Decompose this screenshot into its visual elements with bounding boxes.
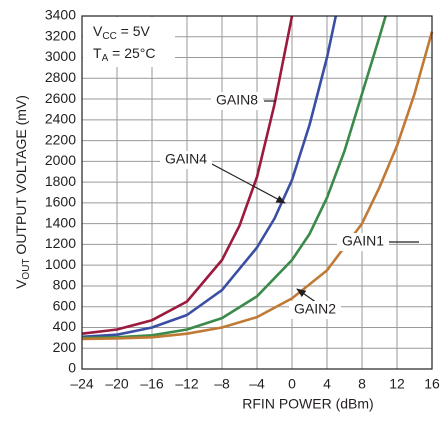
- y-tick-label: 2600: [45, 90, 76, 106]
- x-tick-label: 16: [424, 376, 440, 392]
- ta-annotation: TA = 25°C: [93, 45, 155, 64]
- y-tick-label: 1000: [45, 256, 76, 272]
- y-tick-label: 1600: [45, 194, 76, 210]
- plot-frame: [81, 15, 433, 370]
- series-label: GAIN1: [342, 233, 384, 249]
- x-tick-label: –16: [140, 376, 164, 392]
- x-tick-label: –4: [249, 376, 265, 392]
- label-bg: [337, 233, 389, 251]
- x-tick-label: 8: [358, 376, 366, 392]
- label-bg: [289, 301, 341, 319]
- series-line: [81, 31, 434, 341]
- series-label: GAIN8: [216, 92, 258, 108]
- x-tick-label: 12: [389, 376, 405, 392]
- y-tick-label: 600: [53, 297, 77, 313]
- x-tick-label: –24: [70, 376, 94, 392]
- y-tick-label: 3000: [45, 48, 76, 64]
- y-tick-label: 2200: [45, 131, 76, 147]
- y-axis-title: VOUT OUTPUT VOLTAGE (mV): [13, 95, 32, 289]
- y-tick-label: 1200: [45, 235, 76, 251]
- y-tick-label: 0: [68, 360, 76, 376]
- y-tick-label: 400: [53, 318, 77, 334]
- x-tick-label: –8: [214, 376, 230, 392]
- series-line: [81, 15, 387, 340]
- series-label: GAIN2: [294, 301, 336, 317]
- y-tick-label: 200: [53, 339, 77, 355]
- legend-box-bg: [83, 17, 175, 67]
- leader-line: [209, 162, 286, 204]
- label-bg: [211, 92, 263, 110]
- x-axis-title: RFIN POWER (dBm): [242, 396, 373, 412]
- series-line: [81, 15, 294, 335]
- y-tick-label: 1800: [45, 173, 76, 189]
- series-line: [81, 15, 338, 339]
- y-tick-label: 2800: [45, 69, 76, 85]
- y-tick-label: 3200: [45, 27, 76, 43]
- vcc-annotation: VCC = 5V: [93, 23, 151, 42]
- lines: [81, 15, 434, 341]
- x-tick-label: –20: [105, 376, 129, 392]
- y-tick-label: 800: [53, 277, 77, 293]
- x-tick-label: 0: [288, 376, 296, 392]
- y-tick-label: 1400: [45, 214, 76, 230]
- x-tick-label: –12: [175, 376, 199, 392]
- x-tick-label: 4: [323, 376, 331, 392]
- series-label: GAIN4: [165, 151, 207, 167]
- y-tick-label: 2400: [45, 111, 76, 127]
- y-tick-label: 2000: [45, 152, 76, 168]
- y-tick-label: 3400: [45, 7, 76, 23]
- label-bg: [160, 151, 212, 169]
